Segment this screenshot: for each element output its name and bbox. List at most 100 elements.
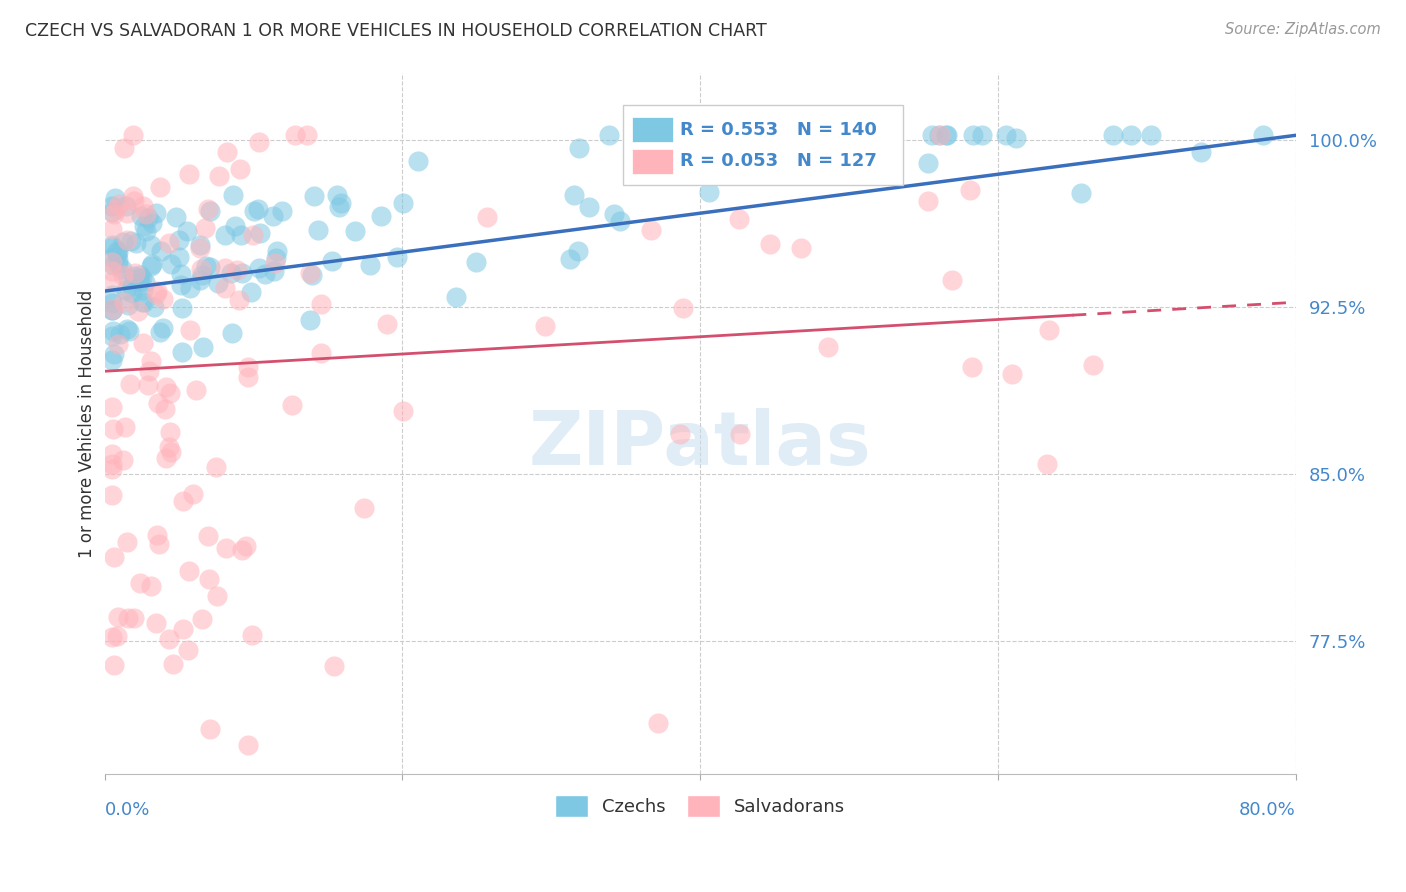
Salvadorans [117, 611, 139, 625]
Czechs [385, 250, 408, 264]
Salvadorans [107, 336, 129, 351]
Salvadorans [124, 611, 146, 625]
Czechs [107, 245, 129, 260]
Czechs [136, 211, 159, 225]
Czechs [917, 156, 939, 170]
Salvadorans [207, 169, 229, 184]
Czechs [266, 244, 288, 259]
Czechs [786, 137, 808, 152]
Czechs [271, 204, 294, 219]
Czechs [115, 199, 138, 213]
Czechs [1070, 186, 1092, 200]
Czechs [131, 271, 153, 285]
Salvadorans [139, 579, 162, 593]
Czechs [131, 295, 153, 310]
Salvadorans [236, 360, 259, 375]
Salvadorans [105, 202, 128, 216]
Salvadorans [179, 565, 201, 579]
Salvadorans [117, 535, 139, 549]
Czechs [132, 295, 155, 310]
Czechs [103, 347, 125, 361]
Czechs [814, 128, 837, 143]
Salvadorans [375, 317, 398, 331]
Salvadorans [101, 263, 124, 277]
Legend: Czechs, Salvadorans: Czechs, Salvadorans [548, 789, 852, 825]
FancyBboxPatch shape [623, 104, 903, 186]
Czechs [188, 238, 211, 252]
Salvadorans [124, 266, 146, 280]
Czechs [195, 260, 218, 274]
Salvadorans [229, 161, 252, 176]
Salvadorans [112, 141, 135, 155]
Salvadorans [228, 293, 250, 307]
Salvadorans [309, 345, 332, 359]
Czechs [149, 244, 172, 259]
Salvadorans [392, 404, 415, 418]
Czechs [253, 267, 276, 281]
FancyBboxPatch shape [633, 149, 673, 174]
Czechs [101, 258, 124, 272]
Czechs [972, 128, 994, 143]
Salvadorans [727, 212, 749, 227]
Salvadorans [101, 457, 124, 471]
Czechs [121, 279, 143, 293]
Czechs [117, 322, 139, 336]
Czechs [214, 228, 236, 243]
Czechs [134, 276, 156, 290]
Salvadorans [157, 632, 180, 647]
Salvadorans [118, 376, 141, 391]
Salvadorans [122, 194, 145, 209]
Salvadorans [172, 622, 194, 636]
Czechs [170, 345, 193, 359]
Czechs [326, 187, 349, 202]
Czechs [145, 206, 167, 220]
Czechs [179, 281, 201, 295]
Czechs [101, 303, 124, 318]
Text: Source: ZipAtlas.com: Source: ZipAtlas.com [1225, 22, 1381, 37]
Salvadorans [214, 260, 236, 275]
Czechs [994, 128, 1017, 143]
Salvadorans [146, 396, 169, 410]
Czechs [188, 273, 211, 287]
Salvadorans [155, 380, 177, 394]
Czechs [193, 340, 215, 354]
Czechs [222, 188, 245, 202]
Czechs [697, 185, 720, 199]
Salvadorans [114, 420, 136, 434]
Salvadorans [640, 223, 662, 237]
Czechs [263, 264, 285, 278]
Czechs [121, 286, 143, 301]
Czechs [1102, 128, 1125, 143]
Czechs [465, 254, 488, 268]
Czechs [101, 288, 124, 302]
Salvadorans [198, 722, 221, 736]
Salvadorans [172, 494, 194, 508]
Czechs [198, 260, 221, 275]
Czechs [107, 252, 129, 267]
Czechs [191, 268, 214, 282]
Salvadorans [112, 295, 135, 310]
Czechs [219, 266, 242, 280]
Salvadorans [225, 263, 247, 277]
Salvadorans [115, 206, 138, 220]
Salvadorans [155, 450, 177, 465]
Salvadorans [353, 500, 375, 515]
Czechs [578, 200, 600, 214]
Czechs [101, 329, 124, 343]
Czechs [167, 250, 190, 264]
Czechs [921, 128, 943, 143]
Czechs [170, 277, 193, 292]
Salvadorans [136, 377, 159, 392]
Y-axis label: 1 or more Vehicles in Household: 1 or more Vehicles in Household [79, 289, 96, 558]
Salvadorans [236, 370, 259, 384]
Salvadorans [959, 183, 981, 197]
Salvadorans [295, 128, 318, 143]
Salvadorans [758, 237, 780, 252]
Czechs [176, 224, 198, 238]
Salvadorans [205, 460, 228, 475]
Salvadorans [263, 256, 285, 270]
Salvadorans [475, 210, 498, 224]
Czechs [114, 283, 136, 297]
Czechs [936, 128, 959, 143]
Salvadorans [145, 615, 167, 630]
